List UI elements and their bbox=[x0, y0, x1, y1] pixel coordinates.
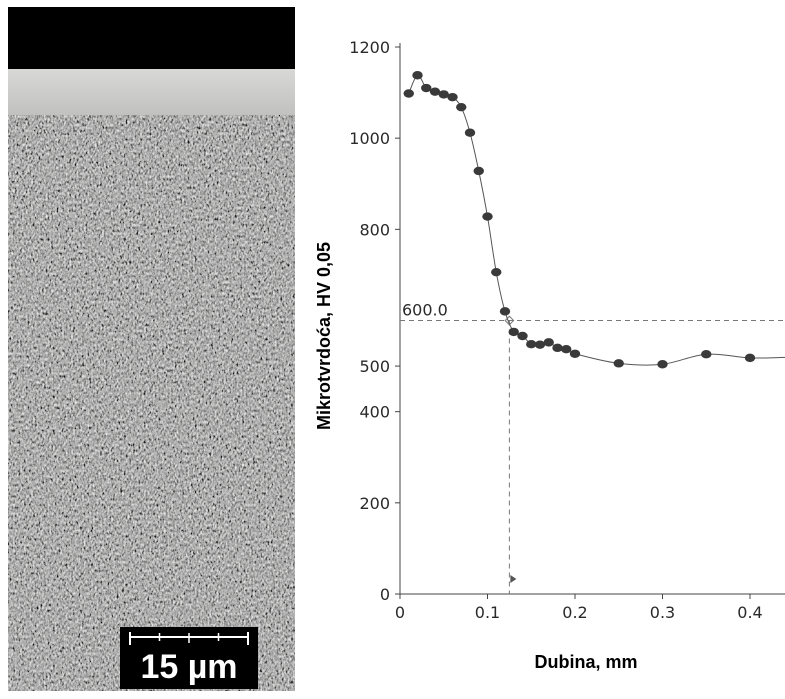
y-tick-label: 200 bbox=[359, 494, 390, 513]
hardness-chart: 0 200 400 500 800 1000 1200 0 0.1 0.2 0.3 0.4 600.0… bbox=[300, 0, 785, 699]
data-point bbox=[412, 71, 423, 80]
data-point bbox=[456, 102, 467, 112]
data-point bbox=[552, 343, 563, 353]
data-point bbox=[491, 267, 502, 277]
nitrided-layer bbox=[8, 69, 295, 119]
scale-bar-label: 15 µm bbox=[140, 648, 238, 686]
data-point bbox=[499, 307, 511, 316]
y-tick-label: 1000 bbox=[349, 129, 390, 148]
scale-bar-ruler bbox=[129, 632, 249, 645]
data-point bbox=[613, 359, 624, 368]
x-tick-label: 0 bbox=[395, 603, 405, 622]
axes: 0 200 400 500 800 1000 1200 0 0.1 0.2 0.3 0.4 bbox=[349, 38, 785, 622]
data-point bbox=[438, 90, 449, 99]
data-points bbox=[403, 71, 756, 369]
y-tick-label: 800 bbox=[359, 220, 390, 239]
substrate-microstructure bbox=[8, 115, 295, 691]
x-tick-label: 0.1 bbox=[475, 603, 500, 622]
data-point bbox=[447, 92, 458, 102]
data-point bbox=[464, 128, 476, 137]
data-point bbox=[508, 327, 519, 337]
hardness-curve bbox=[408, 74, 785, 366]
chart-canvas: 0 200 400 500 800 1000 1200 0 0.1 0.2 0.3 0.4 600.0… bbox=[314, 38, 785, 672]
data-point bbox=[429, 87, 441, 96]
data-point bbox=[701, 350, 712, 359]
data-point bbox=[561, 345, 572, 354]
data-point bbox=[526, 340, 537, 349]
data-point bbox=[569, 349, 581, 358]
data-point bbox=[403, 89, 414, 98]
y-tick-label: 0 bbox=[380, 585, 390, 604]
scale-bar: 15 µm bbox=[120, 627, 258, 689]
micrograph-texture bbox=[8, 7, 295, 691]
y-tick-label: 500 bbox=[359, 357, 390, 376]
data-point bbox=[744, 353, 756, 363]
y-tick-label: 400 bbox=[359, 403, 390, 422]
y-tick-label: 1200 bbox=[349, 38, 390, 57]
y-axis-title: Mikrotvrdoća, HV 0,05 bbox=[314, 242, 334, 430]
depth-marker-icon bbox=[510, 575, 517, 583]
data-point bbox=[482, 212, 493, 221]
data-point bbox=[543, 338, 554, 347]
data-point bbox=[517, 331, 528, 341]
x-tick-label: 0.4 bbox=[737, 603, 762, 622]
x-tick-label: 0.3 bbox=[650, 603, 675, 622]
data-point bbox=[657, 360, 668, 369]
reference-label: 600.0 bbox=[402, 301, 448, 320]
data-point bbox=[473, 166, 484, 176]
reference-lines: 600.0 bbox=[400, 301, 785, 594]
x-axis-title: Dubina, mm bbox=[534, 652, 637, 672]
micrograph-image: 15 µm bbox=[8, 7, 295, 691]
data-point bbox=[421, 83, 432, 93]
data-point bbox=[534, 340, 546, 349]
mount-background bbox=[8, 7, 295, 69]
x-tick-label: 0.2 bbox=[562, 603, 587, 622]
